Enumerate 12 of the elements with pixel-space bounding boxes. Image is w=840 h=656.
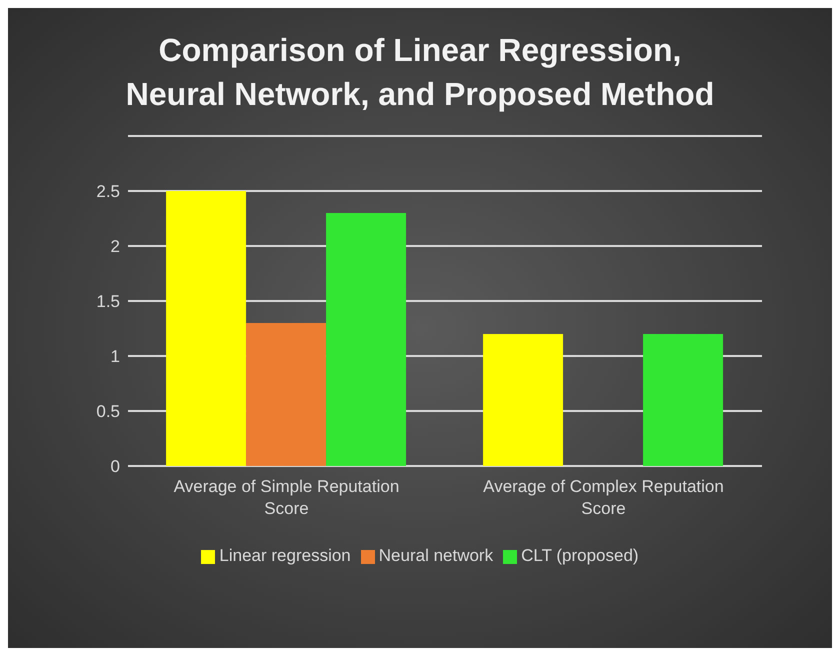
legend-label: Neural network (378, 546, 494, 565)
legend-label: Linear regression (219, 546, 351, 565)
x-tick-label: Average of Simple Reputation Score (174, 477, 400, 518)
y-tick-label: 2.5 (96, 182, 120, 202)
x-tick-label: Average of Complex Reputation Score (483, 477, 724, 518)
y-tick-label: 0 (110, 457, 120, 476)
legend-label: CLT (proposed) (521, 546, 639, 565)
y-tick-label: 2 (110, 237, 120, 256)
y-tick-label: 1 (110, 347, 120, 366)
chart-title: Comparison of Linear Regression, Neural Network, and Proposed Method (124, 31, 716, 114)
y-tick-label: 1.5 (96, 292, 120, 312)
y-tick-label: 0.5 (96, 402, 120, 422)
